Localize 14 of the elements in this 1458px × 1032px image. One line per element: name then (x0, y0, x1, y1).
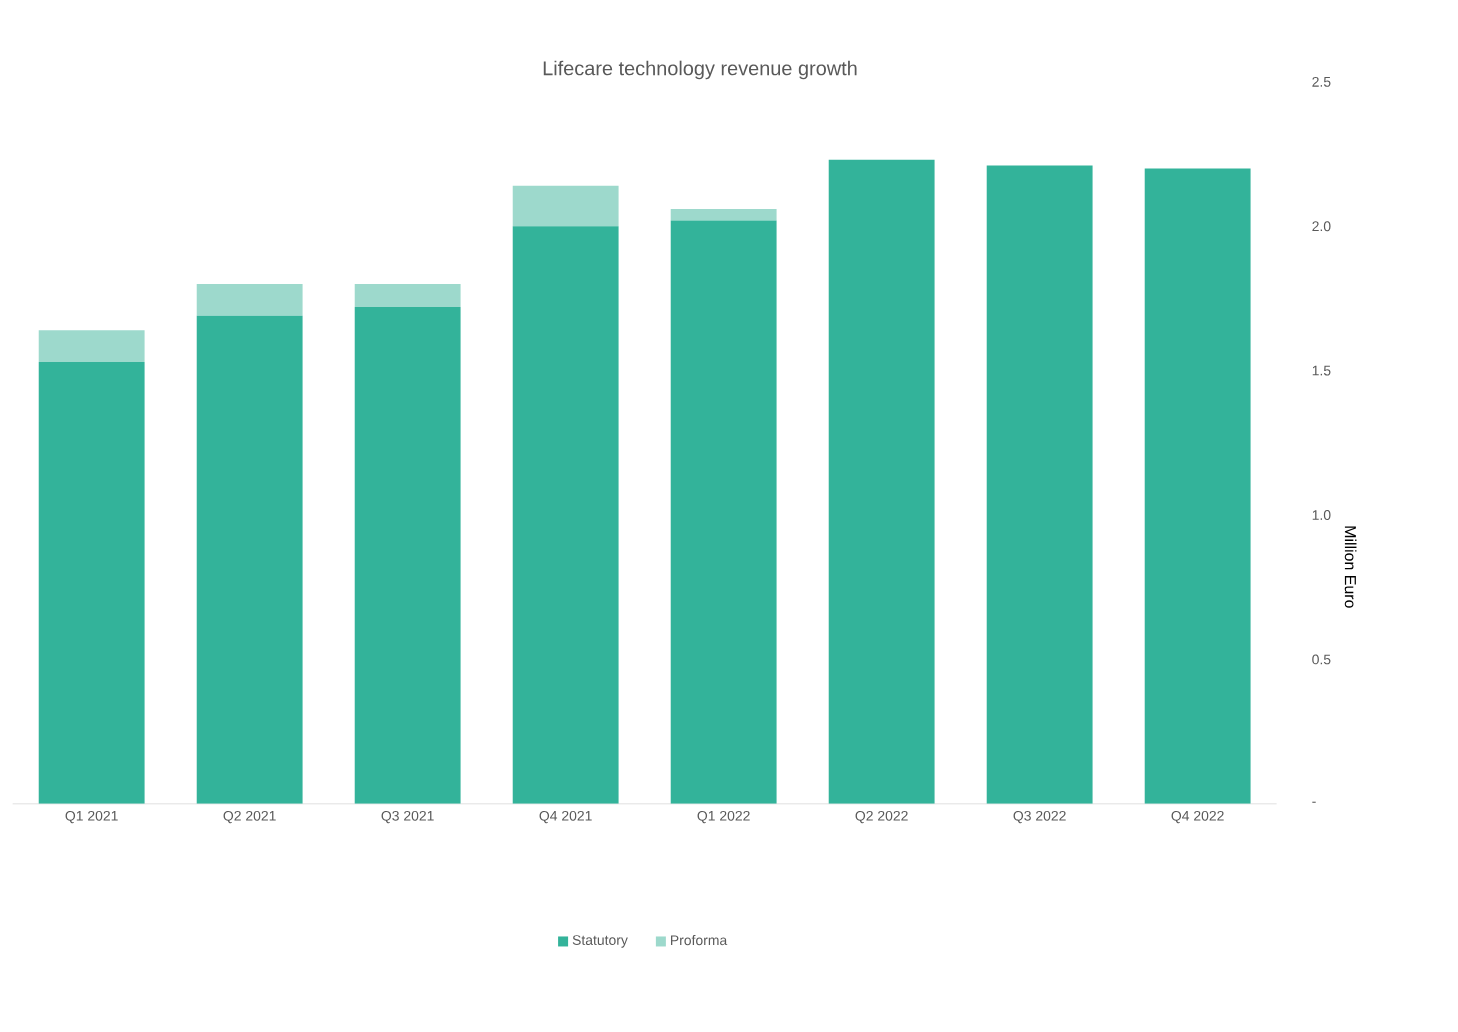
bar (38, 330, 145, 362)
chart-title: Lifecare technology revenue growth (543, 60, 857, 80)
bar (38, 361, 145, 804)
bar (986, 165, 1093, 804)
bar (512, 226, 619, 804)
bar (354, 283, 461, 308)
bar (670, 220, 777, 804)
bar (512, 185, 619, 227)
bar (670, 208, 777, 221)
bar (196, 315, 303, 804)
bar (196, 283, 303, 316)
bar (828, 159, 935, 804)
bar (1144, 168, 1251, 804)
bar (354, 307, 461, 804)
